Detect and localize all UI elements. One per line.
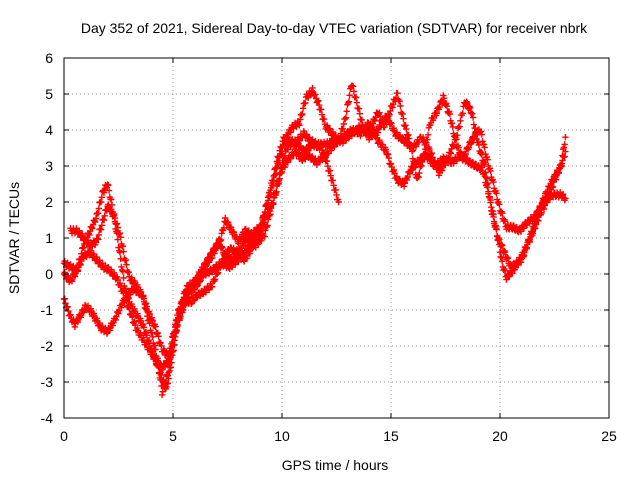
y-tick-label: 3: [45, 158, 53, 174]
y-tick-label: 6: [45, 50, 53, 66]
y-tick-label: -4: [41, 410, 54, 426]
grid: [64, 58, 609, 418]
series-markers: [60, 119, 569, 373]
x-tick-label: 20: [492, 428, 508, 444]
y-tick-label: 4: [45, 122, 53, 138]
x-tick-label: 25: [601, 428, 617, 444]
axis-ticks: 0 5 10 15 20 25 -4 -3 -2 -1 0 1 2 3 4 5 6: [41, 50, 617, 444]
y-axis-label: SDTVAR / TECUs: [6, 182, 22, 294]
y-tick-label: -1: [41, 302, 54, 318]
y-tick-label: -2: [41, 338, 54, 354]
chart-title: Day 352 of 2021, Sidereal Day-to-day VTE…: [81, 20, 588, 36]
series-trace-b: [60, 119, 569, 373]
x-tick-label: 15: [383, 428, 399, 444]
x-tick-label: 10: [274, 428, 290, 444]
y-tick-label: 2: [45, 194, 53, 210]
x-tick-label: 0: [60, 428, 68, 444]
y-tick-label: 1: [45, 230, 53, 246]
series-trace-d: [67, 98, 569, 362]
y-tick-label: -3: [41, 374, 54, 390]
x-tick-label: 5: [169, 428, 177, 444]
y-tick-label: 0: [45, 266, 53, 282]
y-tick-label: 5: [45, 86, 53, 102]
x-axis-label: GPS time / hours: [282, 457, 389, 473]
series-markers: [67, 98, 569, 362]
